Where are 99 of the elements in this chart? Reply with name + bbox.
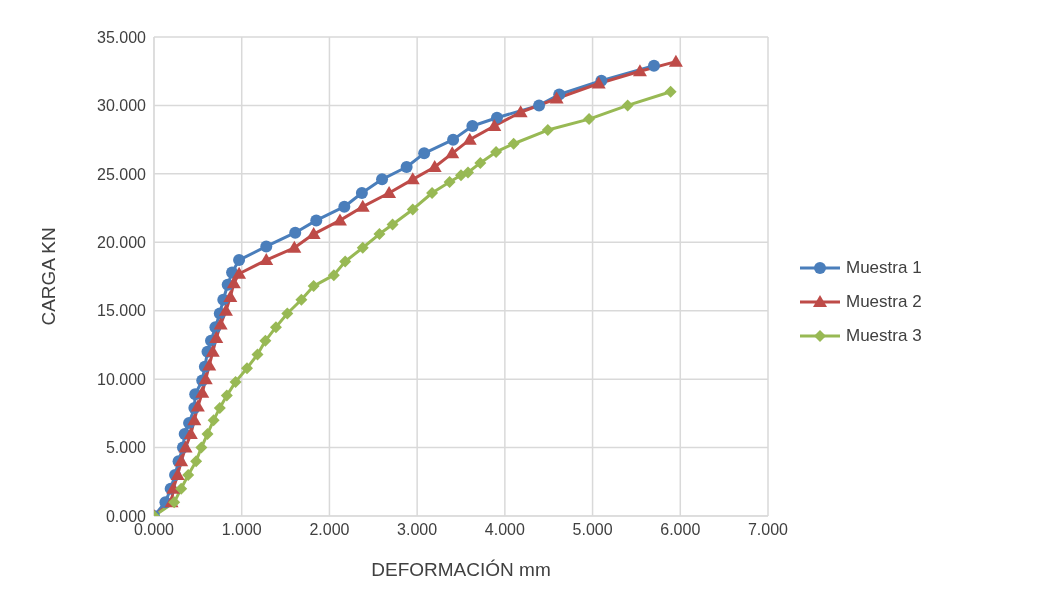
point bbox=[418, 147, 431, 160]
point bbox=[190, 455, 203, 468]
point bbox=[541, 124, 554, 137]
point bbox=[281, 307, 294, 320]
point bbox=[427, 160, 442, 173]
point bbox=[205, 344, 220, 357]
point bbox=[355, 187, 368, 200]
point bbox=[339, 255, 352, 268]
point bbox=[513, 105, 528, 118]
point bbox=[668, 54, 683, 67]
point bbox=[182, 468, 195, 481]
point bbox=[490, 145, 503, 158]
point bbox=[295, 293, 308, 306]
point bbox=[174, 454, 189, 467]
x-tick-label: 0.000 bbox=[133, 521, 175, 539]
x-tick-label: 6.000 bbox=[660, 521, 701, 539]
point bbox=[229, 375, 242, 388]
point bbox=[466, 119, 479, 132]
point bbox=[232, 266, 247, 279]
point bbox=[583, 113, 596, 126]
legend-label: Muestra 3 bbox=[846, 326, 922, 346]
legend-label: Muestra 1 bbox=[846, 258, 922, 278]
x-tick-label: 1.000 bbox=[221, 521, 262, 539]
point bbox=[287, 240, 302, 253]
point bbox=[310, 214, 323, 227]
point bbox=[223, 290, 238, 303]
point bbox=[175, 482, 188, 495]
point bbox=[533, 99, 546, 112]
point bbox=[426, 187, 439, 200]
x-tick-label: 5.000 bbox=[572, 521, 613, 539]
point bbox=[195, 441, 208, 454]
point bbox=[507, 137, 520, 150]
point bbox=[376, 173, 389, 186]
point bbox=[386, 218, 399, 231]
x-tick-label: 7.000 bbox=[747, 521, 789, 539]
point bbox=[269, 321, 282, 334]
point bbox=[202, 358, 217, 371]
point bbox=[327, 269, 340, 282]
point bbox=[664, 85, 677, 98]
point bbox=[382, 186, 397, 199]
point bbox=[632, 64, 647, 77]
point bbox=[474, 156, 487, 169]
point bbox=[251, 348, 264, 361]
point bbox=[198, 372, 213, 385]
point bbox=[487, 118, 502, 131]
point bbox=[621, 99, 634, 112]
point bbox=[447, 133, 460, 146]
point bbox=[490, 111, 503, 124]
point bbox=[220, 389, 233, 402]
point bbox=[373, 228, 386, 241]
x-axis-title: DEFORMACIÓN mm bbox=[371, 559, 551, 580]
point bbox=[306, 227, 321, 240]
y-tick-label: 30.000 bbox=[97, 97, 147, 115]
point bbox=[400, 161, 413, 174]
point bbox=[218, 303, 233, 316]
x-tick-label: 2.000 bbox=[309, 521, 350, 539]
point bbox=[647, 59, 660, 72]
point bbox=[207, 414, 220, 427]
point bbox=[405, 172, 420, 185]
y-tick-label: 10.000 bbox=[97, 370, 147, 388]
x-tick-label: 4.000 bbox=[484, 521, 525, 539]
point bbox=[462, 132, 477, 145]
legend-label: Muestra 2 bbox=[846, 292, 922, 312]
point bbox=[356, 241, 369, 254]
point bbox=[307, 280, 320, 293]
point bbox=[332, 213, 347, 226]
point bbox=[233, 254, 246, 267]
point bbox=[406, 203, 419, 216]
point bbox=[445, 146, 460, 159]
y-tick-label: 35.000 bbox=[97, 28, 147, 46]
point bbox=[549, 91, 564, 104]
y-tick-label: 25.000 bbox=[97, 165, 147, 183]
point bbox=[260, 240, 273, 253]
x-tick-label: 3.000 bbox=[397, 521, 438, 539]
point bbox=[195, 385, 210, 398]
point bbox=[462, 166, 475, 179]
point bbox=[166, 481, 181, 494]
y-tick-label: 20.000 bbox=[97, 233, 147, 251]
point bbox=[168, 496, 181, 509]
point bbox=[240, 362, 253, 375]
point bbox=[213, 317, 228, 330]
point bbox=[209, 331, 224, 344]
y-tick-label: 15.000 bbox=[97, 302, 147, 320]
point bbox=[183, 426, 198, 439]
point bbox=[338, 200, 351, 213]
point bbox=[289, 226, 302, 239]
point bbox=[226, 276, 241, 289]
point bbox=[259, 253, 274, 266]
point bbox=[591, 76, 606, 89]
point bbox=[178, 440, 193, 453]
y-tick-label: 5.000 bbox=[105, 439, 147, 457]
point bbox=[213, 401, 226, 414]
point bbox=[201, 427, 214, 440]
point bbox=[190, 399, 205, 412]
y-axis-title: CARGA KN bbox=[37, 227, 59, 326]
point bbox=[355, 199, 370, 212]
point bbox=[443, 176, 456, 189]
point bbox=[259, 334, 272, 347]
point bbox=[187, 413, 202, 426]
